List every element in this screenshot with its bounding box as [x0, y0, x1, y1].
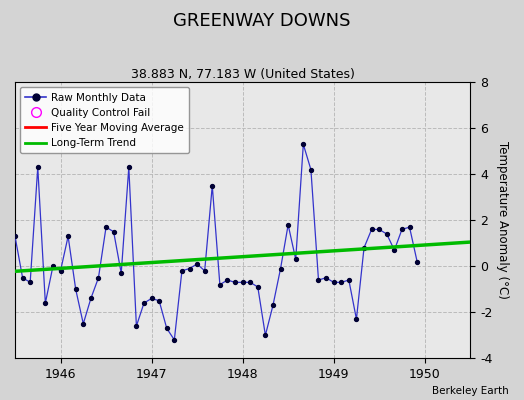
- Point: [110, 228, 118, 235]
- Point: [330, 279, 338, 286]
- Point: [178, 268, 186, 274]
- Point: [383, 231, 391, 237]
- Point: [185, 265, 194, 272]
- Point: [79, 320, 88, 327]
- Point: [41, 300, 50, 306]
- Point: [337, 279, 345, 286]
- Point: [57, 268, 65, 274]
- Point: [231, 279, 239, 286]
- Title: 38.883 N, 77.183 W (United States): 38.883 N, 77.183 W (United States): [130, 68, 355, 81]
- Point: [117, 270, 125, 276]
- Text: GREENWAY DOWNS: GREENWAY DOWNS: [173, 12, 351, 30]
- Point: [246, 279, 254, 286]
- Point: [34, 164, 42, 170]
- Point: [132, 323, 140, 329]
- Point: [64, 233, 72, 240]
- Point: [162, 325, 171, 332]
- Point: [307, 166, 315, 173]
- Point: [314, 277, 323, 283]
- Point: [276, 265, 285, 272]
- Point: [284, 222, 292, 228]
- Point: [193, 261, 201, 267]
- Point: [125, 164, 133, 170]
- Point: [322, 274, 330, 281]
- Point: [360, 245, 368, 251]
- Point: [406, 224, 414, 230]
- Point: [254, 284, 262, 290]
- Point: [291, 256, 300, 262]
- Point: [147, 295, 156, 302]
- Point: [140, 300, 148, 306]
- Point: [26, 279, 35, 286]
- Point: [0, 238, 4, 244]
- Point: [86, 295, 95, 302]
- Point: [216, 282, 224, 288]
- Point: [208, 182, 216, 189]
- Point: [170, 337, 179, 343]
- Point: [102, 224, 110, 230]
- Point: [261, 332, 269, 338]
- Point: [398, 226, 406, 233]
- Point: [390, 247, 399, 253]
- Point: [201, 268, 209, 274]
- Point: [11, 233, 19, 240]
- Point: [367, 226, 376, 233]
- Point: [375, 226, 384, 233]
- Point: [413, 258, 421, 265]
- Point: [3, 249, 12, 256]
- Point: [352, 316, 361, 322]
- Text: Berkeley Earth: Berkeley Earth: [432, 386, 508, 396]
- Point: [155, 298, 163, 304]
- Point: [94, 274, 103, 281]
- Point: [269, 302, 277, 308]
- Point: [71, 286, 80, 292]
- Point: [223, 277, 232, 283]
- Legend: Raw Monthly Data, Quality Control Fail, Five Year Moving Average, Long-Term Tren: Raw Monthly Data, Quality Control Fail, …: [20, 87, 189, 154]
- Point: [238, 279, 247, 286]
- Point: [49, 263, 57, 270]
- Y-axis label: Temperature Anomaly (°C): Temperature Anomaly (°C): [496, 141, 509, 299]
- Point: [299, 141, 308, 148]
- Point: [345, 277, 353, 283]
- Point: [18, 274, 27, 281]
